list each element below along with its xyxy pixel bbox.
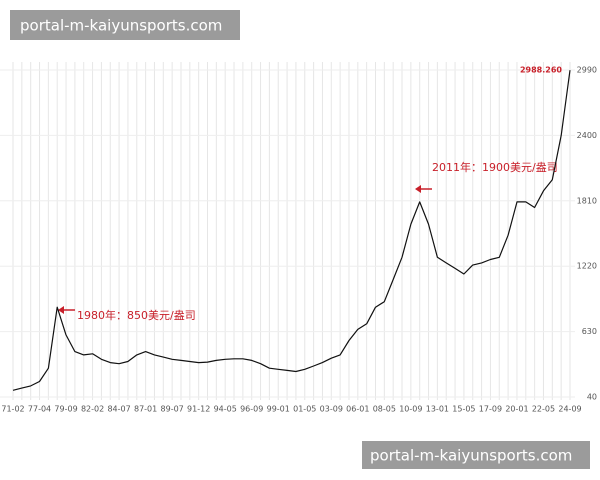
x-tick-label: 10-09: [399, 405, 422, 414]
x-tick-label: 89-07: [161, 405, 184, 414]
watermark-box: [10, 10, 240, 40]
x-tick-label: 17-09: [479, 405, 502, 414]
y-tick-label: 630: [582, 327, 597, 336]
x-tick-label: 99-01: [267, 405, 290, 414]
y-tick-label: 40: [587, 393, 597, 402]
watermark: portal-m-kaiyunsports.com: [20, 17, 222, 35]
x-tick-label: 24-09: [558, 405, 581, 414]
x-tick-label: 20-01: [505, 405, 528, 414]
x-tick-label: 84-07: [107, 405, 130, 414]
watermark-box: [362, 441, 590, 469]
x-tick-label: 03-09: [320, 405, 343, 414]
arrow-head: [58, 306, 64, 314]
x-tick-label: 71-02: [1, 405, 24, 414]
x-tick-label: 91-12: [187, 405, 210, 414]
y-tick-label: 2990: [577, 66, 597, 75]
x-tick-label: 82-02: [81, 405, 104, 414]
annotation-1980: 1980年：850美元/盎司: [58, 306, 196, 322]
price-line: [12, 70, 571, 391]
x-tick-label: 06-01: [346, 405, 369, 414]
x-tick-label: 79-09: [54, 405, 77, 414]
x-tick-label: 08-05: [373, 405, 396, 414]
x-tick-label: 87-01: [134, 405, 157, 414]
x-tick-label: 96-09: [240, 405, 263, 414]
x-tick-label: 13-01: [426, 405, 449, 414]
y-tick-label: 1220: [577, 262, 597, 271]
watermark: portal-m-kaiyunsports.com: [370, 447, 572, 465]
x-tick-label: 94-05: [214, 405, 237, 414]
annotation: 2011年：1900美元/盎司: [432, 160, 558, 174]
annotation-2011: 2011年：1900美元/盎司: [415, 160, 558, 193]
x-tick-label: 22-05: [532, 405, 555, 414]
x-tick-label: 77-04: [28, 405, 51, 414]
y-tick-label: 2400: [577, 131, 597, 140]
arrow-head: [415, 185, 421, 193]
annotation: 1980年：850美元/盎司: [77, 308, 196, 322]
y-tick-label: 1810: [577, 196, 597, 205]
x-tick-label: 15-05: [452, 405, 475, 414]
x-tick-label: 01-05: [293, 405, 316, 414]
value-label: 2988.260: [520, 66, 562, 75]
